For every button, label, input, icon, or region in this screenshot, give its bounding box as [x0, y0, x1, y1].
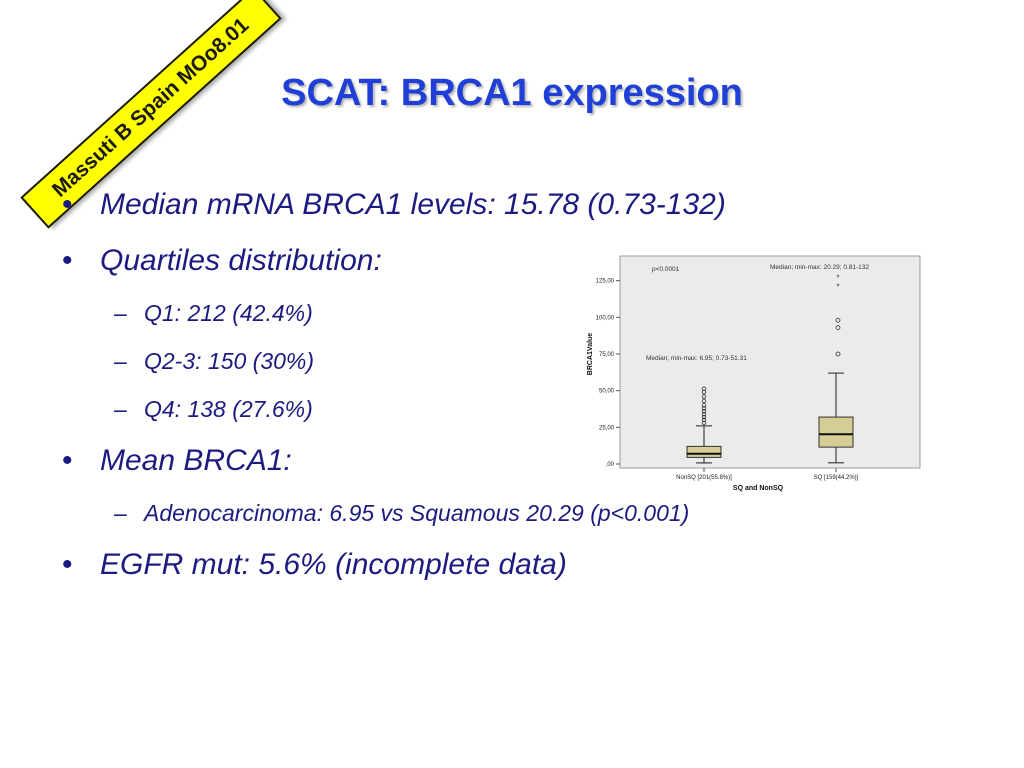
chart-labels: SQ and NonSQ BRCA1Value p<0.0001 Median; mi…: [587, 264, 869, 492]
sub-bullet-text: Q2-3: 150 (30%): [144, 348, 315, 374]
x-tick-label: NonSQ [201(55.8%)]: [676, 475, 732, 481]
y-tick-label: ,00: [606, 462, 615, 468]
chart-annotation: Median; min-max: 6.95; 0.73-51.31: [646, 355, 747, 362]
axes: ,00 25,00 50,00 75,00 100,00 125,00 NonSQ [201…: [596, 279, 859, 481]
bullet-quartiles: • Quartiles distribution:: [62, 244, 726, 300]
outlier-point: [701, 406, 707, 411]
box-1: **: [818, 274, 854, 464]
boxes: **: [686, 274, 854, 464]
sub-bullet-q4: – Q4: 138 (27.6%): [114, 396, 726, 444]
bullet-dot-icon: •: [62, 244, 73, 277]
outlier-point: [701, 394, 707, 399]
bullet-list: • Median mRNA BRCA1 levels: 15.78 (0.73-…: [62, 188, 726, 604]
bullet-text: EGFR mut: 5.6% (incomplete data): [100, 548, 567, 581]
chart-annotation: p<0.0001: [652, 266, 680, 273]
x-axis-title: SQ and NonSQ: [733, 485, 784, 492]
bullet-dot-icon: •: [62, 444, 73, 477]
sub-bullet-text: Q4: 138 (27.6%): [144, 396, 313, 422]
y-axis-title: BRCA1Value: [587, 333, 594, 376]
outlier-point: *: [836, 283, 839, 292]
y-tick-label: 125,00: [596, 279, 615, 285]
dash-icon: –: [114, 396, 127, 422]
sub-bullet-q2-3: – Q2-3: 150 (30%): [114, 348, 726, 396]
y-tick-label: 75,00: [599, 352, 615, 358]
bullet-median-mrna: • Median mRNA BRCA1 levels: 15.78 (0.73-…: [62, 188, 726, 244]
outlier-point: [835, 317, 841, 323]
dash-icon: –: [114, 348, 127, 374]
outlier-point: [701, 417, 707, 423]
box-iqr: [818, 416, 854, 448]
dash-icon: –: [114, 500, 127, 526]
bullet-egfr: • EGFR mut: 5.6% (incomplete data): [62, 548, 726, 604]
outlier-point: [701, 403, 707, 408]
brca1-boxplot: ,00 25,00 50,00 75,00 100,00 125,00 NonSQ [201…: [572, 250, 924, 494]
sub-bullet-text: Q1: 212 (42.4%): [144, 300, 313, 326]
plot-area: [619, 255, 921, 469]
box-iqr: [686, 445, 722, 458]
sub-bullet-adenocarcinoma: – Adenocarcinoma: 6.95 vs Squamous 20.29…: [114, 500, 726, 548]
slide-title: SCAT: BRCA1 expression: [281, 72, 743, 114]
boxplot-svg: ,00 25,00 50,00 75,00 100,00 125,00 NonSQ [201…: [587, 255, 921, 492]
bullet-dot-icon: •: [62, 548, 73, 581]
bullet-text: Quartiles distribution:: [100, 244, 382, 277]
y-tick-label: 50,00: [599, 389, 615, 395]
chart-annotation: Median; min-max: 20.29; 0.81-132: [770, 264, 869, 271]
outlier-point: [701, 408, 707, 414]
outlier-point: [701, 414, 707, 420]
bullet-mean-brca1: • Mean BRCA1:: [62, 444, 726, 500]
outlier-point: *: [836, 274, 839, 283]
y-tick-label: 25,00: [599, 425, 615, 431]
x-tick-label: SQ [159(44.2%)]: [814, 475, 859, 481]
sub-bullet-text: Adenocarcinoma: 6.95 vs Squamous 20.29 (…: [144, 500, 690, 526]
box-0: [686, 386, 722, 464]
outlier-point: [701, 420, 707, 426]
outlier-point: [701, 411, 707, 417]
outlier-point: [701, 386, 707, 391]
outlier-point: [835, 325, 841, 330]
outlier-point: [835, 351, 841, 357]
dash-icon: –: [114, 300, 127, 326]
sub-bullet-q1: – Q1: 212 (42.4%): [114, 300, 726, 348]
outlier-point: [701, 398, 707, 404]
bullet-text: Median mRNA BRCA1 levels: 15.78 (0.73-13…: [100, 188, 726, 221]
bullet-dot-icon: •: [62, 188, 73, 221]
y-tick-label: 100,00: [596, 315, 615, 321]
bullet-text: Mean BRCA1:: [100, 444, 292, 477]
